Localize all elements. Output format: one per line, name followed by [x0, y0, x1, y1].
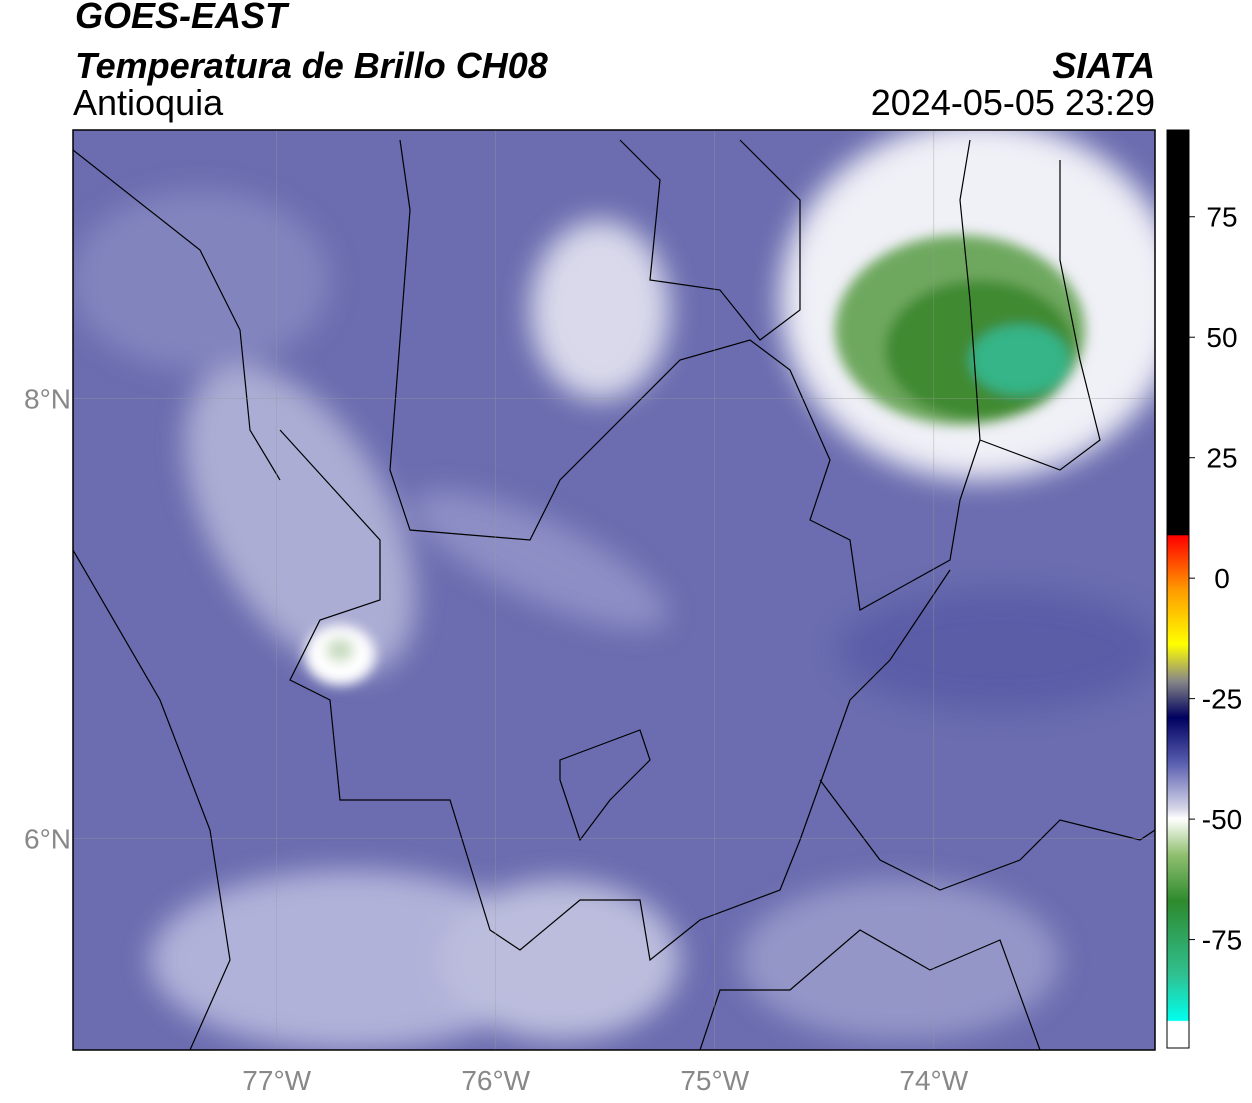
- map-frame: [72, 129, 1156, 1051]
- lon-tick-label: 75°W: [680, 1065, 749, 1096]
- colorbar-tick-label: 50: [1206, 322, 1237, 353]
- satellite-image: [73, 130, 1155, 1050]
- lon-tick-label: 77°W: [242, 1065, 311, 1096]
- timestamp: 2024-05-05 23:29: [871, 82, 1155, 123]
- colorbar-tick-label: 75: [1206, 202, 1237, 233]
- source: SIATA: [1052, 45, 1155, 86]
- lon-tick-label: 74°W: [899, 1065, 968, 1096]
- graticule: [73, 130, 1155, 1050]
- colorbar: [1166, 129, 1190, 1049]
- title: GOES-EAST: [75, 0, 290, 36]
- colorbar-tick-label: 0: [1214, 563, 1230, 594]
- lon-tick-label: 76°W: [461, 1065, 530, 1096]
- colorbar-tick-label: -50: [1202, 804, 1242, 835]
- lat-tick-label: 8°N: [24, 384, 71, 415]
- colorbar-tick-label: -25: [1202, 684, 1242, 715]
- colorbar-tick-label: 25: [1206, 443, 1237, 474]
- subtitle: Temperatura de Brillo CH08: [75, 45, 548, 86]
- lat-tick-label: 6°N: [24, 824, 71, 855]
- region: Antioquia: [73, 82, 224, 123]
- colorbar-tick-label: -75: [1202, 925, 1242, 956]
